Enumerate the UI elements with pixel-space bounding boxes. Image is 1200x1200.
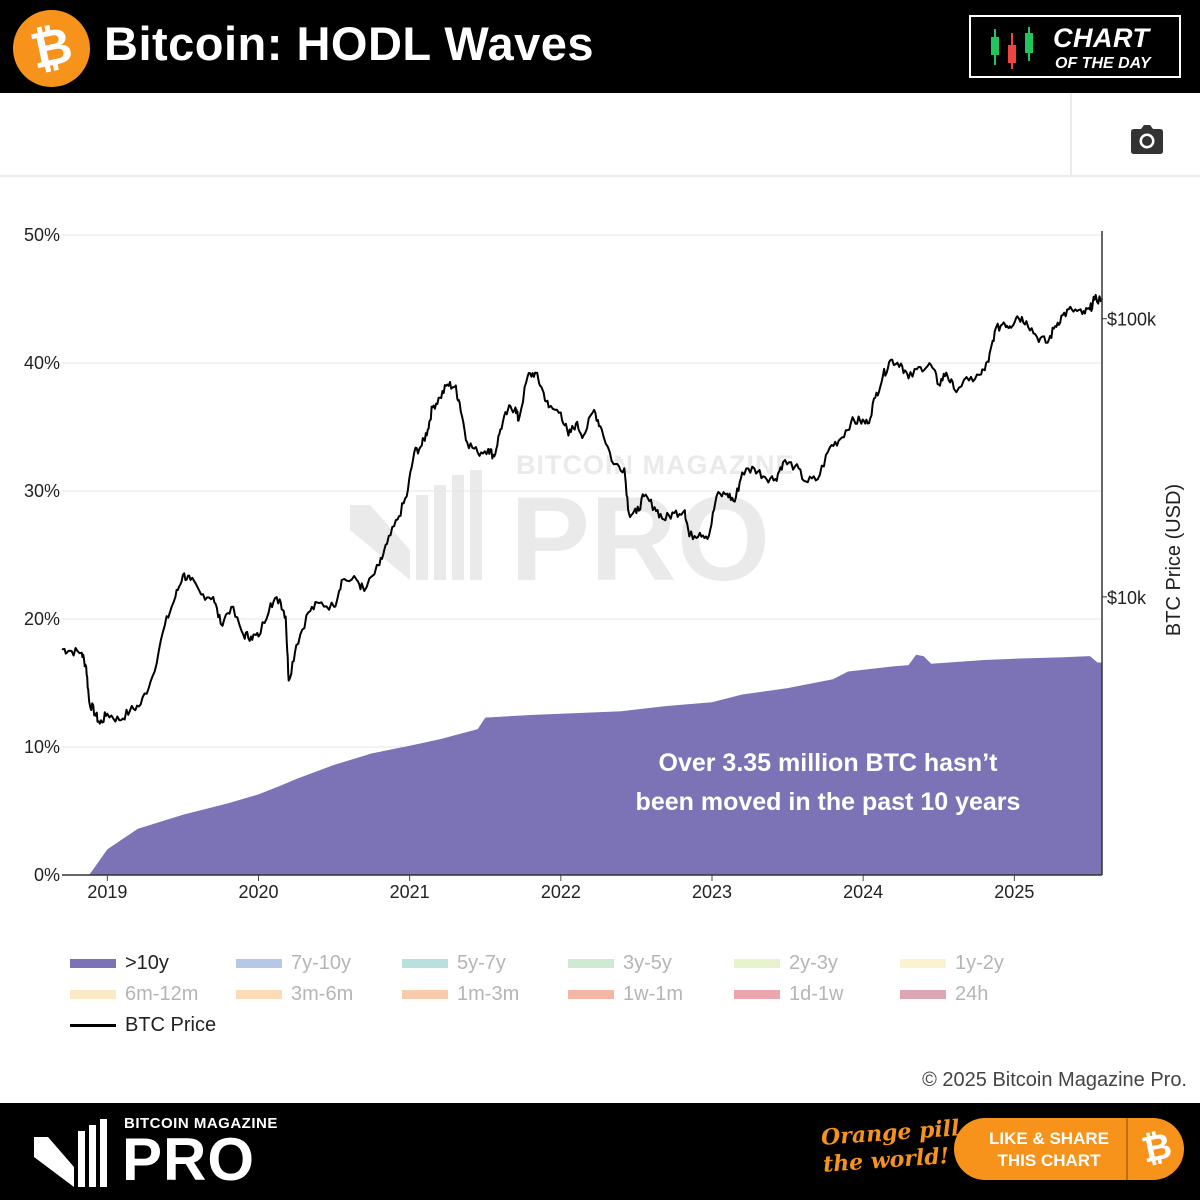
legend-swatch	[900, 959, 946, 968]
brand-small: BITCOIN MAGAZINE	[124, 1115, 278, 1132]
right-tick-label: $100k	[1107, 310, 1157, 330]
area-series	[62, 654, 1102, 875]
legend-swatch	[568, 990, 614, 999]
copyright-text: © 2025 Bitcoin Magazine Pro.	[922, 1069, 1187, 1091]
legend-label: >10y	[125, 952, 169, 974]
legend-swatch	[734, 990, 780, 999]
bitcoin-logo-glyph: ₿	[25, 15, 78, 81]
legend-swatch	[900, 990, 946, 999]
legend-label: 1d-1w	[789, 983, 844, 1005]
page-title: Bitcoin: HODL Waves	[104, 17, 595, 70]
legend-label: 7y-10y	[291, 952, 352, 974]
legend-swatch	[402, 990, 448, 999]
bitcoin-logo-icon: ₿	[13, 10, 90, 87]
price-series	[61, 293, 1103, 725]
right-axis-title: BTC Price (USD)	[1163, 484, 1185, 636]
legend-label: 24h	[955, 983, 989, 1005]
y-tick-label: 50%	[24, 225, 60, 245]
x-tick-label: 2024	[843, 882, 883, 900]
annotation-line1: Over 3.35 million BTC hasn’t	[658, 749, 998, 777]
legend-swatch	[734, 959, 780, 968]
brand-large: PRO	[122, 1126, 256, 1193]
legend-label: 3m-6m	[291, 983, 354, 1005]
share-button-divider	[1126, 1118, 1128, 1180]
x-tick-label: 2020	[238, 882, 278, 900]
legend-label: 1m-3m	[457, 983, 520, 1005]
footer-bar: BITCOIN MAGAZINE PRO Orange pill the wor…	[0, 1103, 1200, 1200]
bitcoin-share-icon: ₿	[1138, 1125, 1176, 1172]
legend-line-swatch	[70, 1024, 116, 1027]
btc-price-line	[61, 293, 1103, 725]
x-tick-label: 2021	[390, 882, 430, 900]
like-share-button[interactable]: LIKE & SHARE THIS CHART ₿	[954, 1118, 1184, 1180]
x-tick-label: 2023	[692, 882, 732, 900]
legend-swatch	[236, 990, 282, 999]
y-tick-label: 40%	[24, 353, 60, 373]
y-tick-label: 0%	[34, 865, 60, 885]
y-tick-label: 30%	[24, 481, 60, 501]
x-tick-label: 2022	[541, 882, 581, 900]
candlestick-icon	[991, 27, 1033, 69]
legend-swatch	[402, 959, 448, 968]
legend-label: BTC Price	[125, 1014, 217, 1036]
y-tick-label: 10%	[24, 737, 60, 757]
y-tick-label: 20%	[24, 609, 60, 629]
share-line2: THIS CHART	[997, 1151, 1101, 1170]
axes: 0% 10% 20% 30% 40% 50% 2019 2020 2021 2022 2023 202…	[24, 225, 1185, 900]
pro-logo-icon	[34, 1119, 107, 1187]
legend-label: 5y-7y	[457, 952, 506, 974]
chart-annotation: Over 3.35 million BTC hasn’t been moved …	[590, 744, 1066, 822]
share-button-label: LIKE & SHARE THIS CHART	[974, 1128, 1124, 1172]
badge-line2: OF THE DAY	[1055, 55, 1151, 72]
legend-swatch	[70, 990, 116, 999]
legend-label: 6m-12m	[125, 983, 199, 1005]
slogan: Orange pill the world!	[820, 1115, 962, 1179]
x-tick-label: 2025	[994, 882, 1034, 900]
chart-toolbar	[0, 93, 1200, 177]
share-line1: LIKE & SHARE	[989, 1129, 1109, 1148]
legend-swatch	[70, 959, 116, 968]
chart-of-the-day-badge: CHART OF THE DAY	[969, 15, 1181, 78]
x-tick-label: 2019	[87, 882, 127, 900]
area-over-10y	[62, 654, 1102, 875]
legend-label: 2y-3y	[789, 952, 838, 974]
right-tick-label: $10k	[1107, 588, 1147, 608]
legend-swatch	[568, 959, 614, 968]
badge-line1: CHART	[1053, 23, 1150, 53]
hodl-waves-chart: 0% 10% 20% 30% 40% 50% 2019 2020 2021 2022 2023 202…	[24, 225, 1185, 900]
toolbar-divider	[1070, 93, 1072, 175]
legend-label: 1w-1m	[623, 983, 684, 1005]
header-bar: ₿ Bitcoin: HODL Waves CHART OF THE DAY	[0, 0, 1200, 93]
legend-swatch	[236, 959, 282, 968]
legend-label: 3y-5y	[623, 952, 672, 974]
camera-icon[interactable]	[1130, 125, 1164, 155]
legend-label: 1y-2y	[955, 952, 1004, 974]
annotation-line2: been moved in the past 10 years	[635, 788, 1021, 816]
